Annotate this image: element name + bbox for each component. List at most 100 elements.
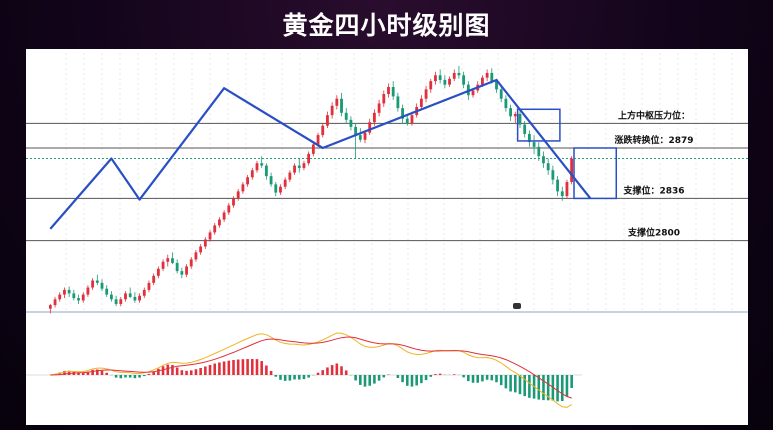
candle-body bbox=[382, 94, 386, 104]
candle-body bbox=[81, 294, 85, 301]
chart-svg: 上方中枢压力位： 涨跌转换位：2879 支撑位：2836 支撑位2800 bbox=[26, 53, 748, 408]
candle-body bbox=[443, 79, 447, 85]
candle-body bbox=[218, 219, 221, 226]
candle-body bbox=[537, 146, 541, 157]
candle-body bbox=[124, 293, 127, 300]
candle-body bbox=[532, 142, 536, 147]
indicator-dea-line bbox=[50, 336, 572, 399]
candle-body bbox=[349, 119, 353, 127]
level-label: 支撑位2800 bbox=[627, 227, 680, 239]
candle-body bbox=[462, 75, 466, 85]
candle-body bbox=[368, 122, 372, 133]
marker-icon bbox=[513, 303, 521, 309]
candle-body bbox=[241, 184, 245, 192]
candle-body bbox=[166, 258, 170, 262]
candle-body bbox=[274, 184, 278, 193]
candle-body bbox=[542, 156, 545, 164]
candle-body bbox=[499, 89, 503, 99]
candle-body bbox=[142, 289, 146, 296]
candle-body bbox=[405, 118, 409, 124]
candle-body bbox=[448, 78, 451, 85]
candle-body bbox=[297, 165, 301, 168]
candle-body bbox=[293, 165, 296, 173]
candle-body bbox=[495, 81, 498, 90]
candle-body bbox=[326, 115, 329, 126]
candle-body bbox=[527, 133, 531, 143]
candle-body bbox=[471, 90, 475, 96]
candle-body bbox=[156, 268, 160, 276]
candle-body bbox=[236, 191, 240, 199]
candle-body bbox=[560, 191, 564, 197]
candle-body bbox=[48, 305, 52, 309]
candle-body bbox=[354, 126, 358, 136]
candle-body bbox=[513, 113, 517, 117]
candle-body bbox=[161, 261, 165, 269]
candle-body bbox=[189, 259, 193, 267]
candle-body bbox=[222, 212, 226, 220]
candle-body bbox=[109, 294, 113, 300]
level-label: 涨跌转换位：2879 bbox=[614, 134, 693, 146]
candle-body bbox=[260, 163, 264, 166]
candle-body bbox=[565, 182, 569, 197]
candle-body bbox=[523, 124, 527, 134]
candle-body bbox=[77, 298, 80, 301]
candle-body bbox=[279, 186, 282, 193]
candle-body bbox=[330, 105, 334, 116]
candle-body bbox=[311, 144, 315, 154]
candle-body bbox=[481, 77, 484, 85]
candle-body bbox=[396, 96, 400, 109]
candle-body bbox=[335, 98, 339, 106]
candle-body bbox=[199, 246, 203, 253]
candle-body bbox=[119, 299, 123, 304]
candle-body bbox=[504, 98, 508, 109]
candle-body bbox=[255, 163, 259, 171]
candle-body bbox=[570, 158, 574, 182]
highlight-box bbox=[516, 108, 561, 142]
candle-body bbox=[457, 72, 461, 76]
candle-body bbox=[208, 232, 212, 240]
candle-body bbox=[556, 179, 559, 192]
candle-body bbox=[302, 163, 306, 168]
candle-body bbox=[203, 239, 207, 247]
candle-body bbox=[401, 108, 404, 119]
candle-body bbox=[194, 252, 198, 260]
candle-body bbox=[213, 225, 217, 233]
candle-body bbox=[518, 113, 522, 125]
candle-body bbox=[58, 294, 62, 300]
candle-body bbox=[152, 275, 156, 283]
candle-body bbox=[246, 177, 250, 185]
candle-body bbox=[269, 176, 273, 185]
candle-body bbox=[410, 115, 414, 124]
candle-body bbox=[283, 179, 287, 187]
candle-body bbox=[63, 289, 66, 295]
highlight-box bbox=[573, 147, 618, 200]
candle-body bbox=[391, 87, 395, 97]
level-label: 上方中枢压力位： bbox=[618, 109, 690, 121]
candle-body bbox=[438, 75, 442, 80]
candle-body bbox=[363, 132, 367, 140]
candle-body bbox=[147, 282, 151, 290]
candle-body bbox=[67, 289, 71, 294]
candle-body bbox=[344, 112, 348, 120]
indicator-dif-line bbox=[50, 332, 572, 408]
candle-body bbox=[72, 293, 76, 299]
candle-body bbox=[316, 135, 320, 145]
candle-body bbox=[490, 72, 494, 82]
candle-body bbox=[485, 72, 489, 78]
candle-body bbox=[53, 299, 57, 306]
candle-body bbox=[185, 266, 188, 275]
candle-body bbox=[321, 125, 325, 136]
candle-body bbox=[91, 280, 95, 288]
candle-body bbox=[551, 170, 555, 180]
candle-body bbox=[86, 287, 90, 295]
candle-body bbox=[377, 103, 381, 113]
candle-body bbox=[250, 170, 254, 178]
level-label: 支撑位：2836 bbox=[622, 184, 684, 196]
candle-body bbox=[171, 258, 174, 263]
candle-body bbox=[387, 87, 390, 95]
candle-body bbox=[105, 288, 109, 295]
candle-body bbox=[138, 295, 141, 301]
candle-body bbox=[429, 81, 433, 90]
pattern-line bbox=[49, 78, 592, 230]
chart-panel: 上方中枢压力位： 涨跌转换位：2879 支撑位：2836 支撑位2800 bbox=[26, 49, 748, 425]
